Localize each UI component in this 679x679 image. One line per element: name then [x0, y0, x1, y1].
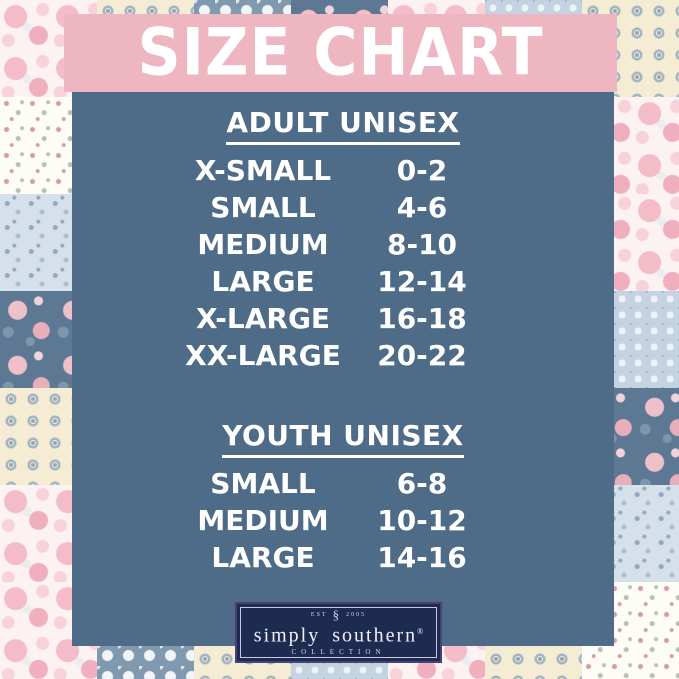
- size-row: MEDIUM 8-10: [72, 226, 614, 263]
- adult-heading: ADULT UNISEX: [226, 107, 460, 145]
- size-label: SMALL: [210, 191, 316, 224]
- size-row: SMALL 4-6: [72, 189, 614, 226]
- ss-monogram-icon: §: [332, 607, 342, 623]
- size-label: LARGE: [211, 265, 315, 298]
- size-label: LARGE: [211, 541, 315, 574]
- size-value: 10-12: [377, 504, 467, 537]
- header-band: SIZE CHART: [64, 14, 617, 92]
- size-value: 6-8: [396, 467, 448, 500]
- registered-mark: ®: [417, 627, 424, 637]
- adult-heading-wrap: ADULT UNISEX: [72, 107, 614, 145]
- size-value: 8-10: [386, 228, 458, 261]
- youth-size-table: SMALL 6-8 MEDIUM 10-12 LARGE 14-16: [72, 465, 614, 576]
- size-label: X-LARGE: [195, 302, 331, 335]
- size-label: SMALL: [210, 467, 316, 500]
- size-value: 12-14: [377, 265, 467, 298]
- size-value: 20-22: [377, 339, 467, 372]
- size-label: MEDIUM: [197, 504, 329, 537]
- size-value: 4-6: [396, 191, 448, 224]
- logo-est-label: EST: [310, 611, 328, 618]
- size-value: 14-16: [377, 541, 467, 574]
- size-value: 0-2: [396, 154, 448, 187]
- brand-name: simply southern®: [254, 621, 423, 647]
- brand-logo: EST § 2005 simply southern® COLLECTION: [235, 602, 442, 663]
- adult-size-table: X-SMALL 0-2 SMALL 4-6 MEDIUM 8-10 LARGE 12-14 X-…: [72, 152, 614, 374]
- size-row: MEDIUM 10-12: [72, 502, 614, 539]
- size-row: LARGE 12-14: [72, 263, 614, 300]
- logo-est-line: EST § 2005: [311, 608, 366, 621]
- size-row: SMALL 6-8: [72, 465, 614, 502]
- size-label: X-SMALL: [194, 154, 332, 187]
- page-title: SIZE CHART: [137, 15, 544, 91]
- brand-name-text: simply southern: [253, 624, 418, 647]
- size-row: X-SMALL 0-2: [72, 152, 614, 189]
- size-label: XX-LARGE: [185, 339, 341, 372]
- size-row: LARGE 14-16: [72, 539, 614, 576]
- brand-collection-label: COLLECTION: [291, 647, 386, 656]
- size-value: 16-18: [377, 302, 467, 335]
- youth-heading-wrap: YOUTH UNISEX: [72, 420, 614, 458]
- chart-panel: ADULT UNISEX X-SMALL 0-2 SMALL 4-6 MEDIUM 8-1…: [72, 92, 614, 646]
- youth-heading: YOUTH UNISEX: [222, 420, 464, 458]
- size-row: XX-LARGE 20-22: [72, 337, 614, 374]
- logo-est-year: 2005: [346, 611, 367, 618]
- size-label: MEDIUM: [197, 228, 329, 261]
- size-row: X-LARGE 16-18: [72, 300, 614, 337]
